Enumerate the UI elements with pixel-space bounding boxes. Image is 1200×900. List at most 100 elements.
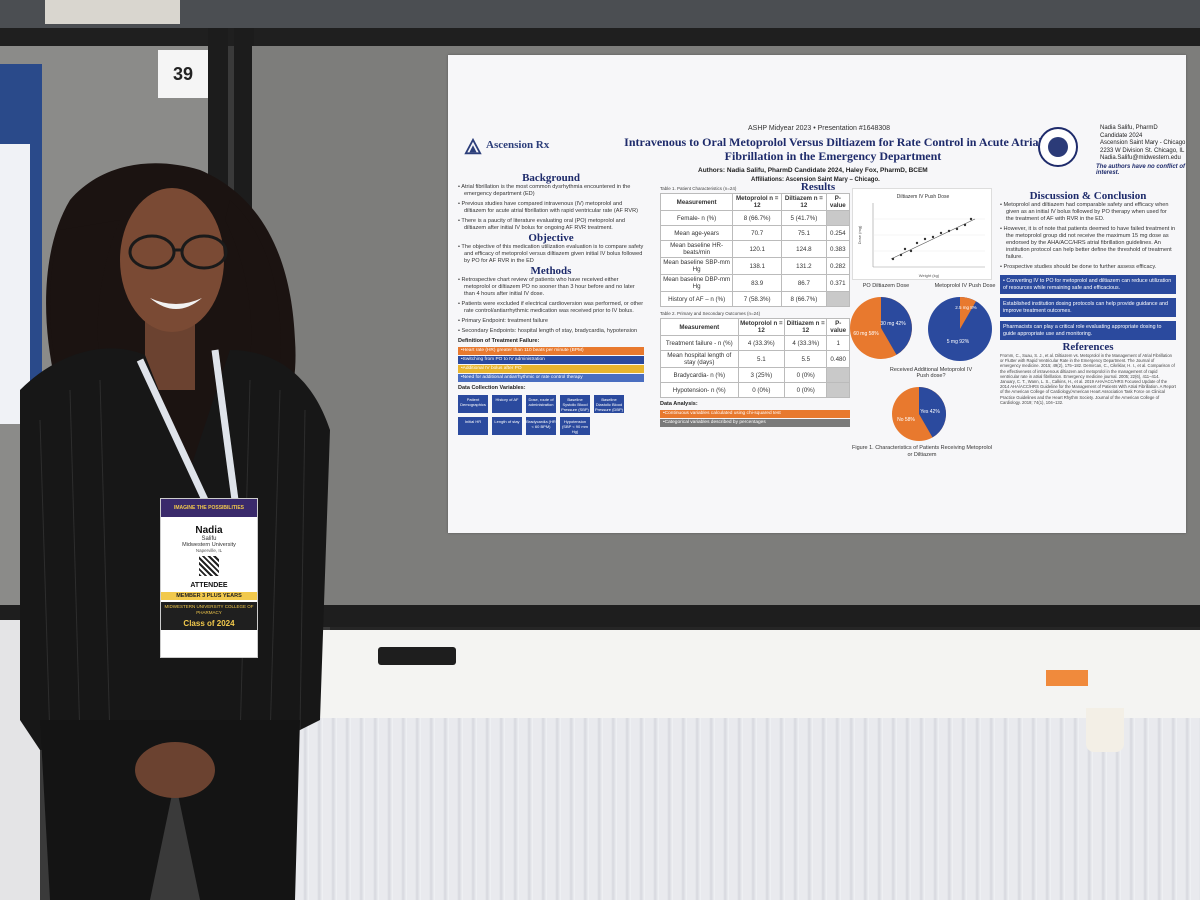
- badge-org: Midwestern University: [182, 542, 236, 548]
- hair-curls-right: [225, 200, 281, 400]
- table2-cell: 0 (0%): [784, 367, 828, 383]
- poster-right-column: Discussion & Conclusion • Metoprolol and…: [1000, 191, 1176, 405]
- figure-caption: Figure 1. Characteristics of Patients Re…: [852, 445, 993, 458]
- table1-cell: 70.7: [732, 225, 783, 241]
- table1-header-cell: Measurement: [659, 193, 734, 211]
- scatter-title: Diltiazem IV Push Dose: [897, 194, 950, 200]
- table1-header-cell: Diltiazem n = 12: [781, 193, 827, 211]
- display-frame-top: [0, 28, 1200, 46]
- poster-left-column: Background • Atrial fibrillation is the …: [458, 173, 644, 435]
- background-bullet: • Previous studies have compared intrave…: [458, 201, 638, 214]
- metoprolol-iv-pie: 2.5 mg 8% 5 mg 92%: [928, 297, 992, 361]
- po-diltiazem-pie: 30 mg 42% 60 mg 58%: [850, 297, 912, 359]
- table2-cell: 1: [826, 335, 850, 351]
- contact-line: Ascension Saint Mary - Chicago: [1100, 140, 1186, 146]
- table1-cell: 5 (41.7%): [781, 210, 827, 226]
- poster-authors: Authors: Nadia Salifu, PharmD Candidate …: [698, 167, 928, 174]
- table2-cell: [826, 382, 850, 398]
- additional-dose-pie: Yes 42% No 58%: [892, 386, 947, 441]
- paper-cup: [1086, 708, 1124, 752]
- objective-text: • The objective of this medication utili…: [458, 244, 644, 264]
- table1-cell: 7 (58.3%): [732, 291, 783, 307]
- qr-code-icon: [199, 556, 219, 576]
- table2-cell: Hypotension- n (%): [660, 382, 739, 398]
- references-text: Fromm, C., Suau, S. J., et al. Diltiazem…: [1000, 353, 1176, 405]
- table1-cell: History of AF – n (%): [659, 291, 734, 307]
- table1-cell: [825, 291, 851, 307]
- table1-row: Mean age-years 70.7 75.1 0.254: [659, 225, 851, 241]
- table1-cell: 0.254: [825, 225, 851, 241]
- treatment-failure-criterion: •Switching from PO to IV administration: [458, 356, 644, 364]
- pie3-label: No 58%: [897, 417, 915, 423]
- table2-header-cell: P-value: [826, 318, 850, 336]
- pie3-label: Yes 42%: [920, 409, 940, 415]
- poster-affiliations: Affiliations: Ascension Saint Mary – Chi…: [751, 177, 880, 183]
- pie2-slice-2-5mg: [960, 297, 976, 329]
- neighbor-poster: [0, 64, 42, 424]
- table2-cell: 4 (33.3%): [784, 335, 828, 351]
- board-number-sign: 39: [158, 50, 208, 98]
- table1-cell: 124.8: [781, 240, 827, 258]
- pie3-slice-yes: [919, 386, 947, 438]
- table2-cell: 5.1: [737, 350, 786, 368]
- table2-cell: 5.5: [784, 350, 828, 368]
- contact-line: 2233 W Division St. Chicago, IL: [1100, 147, 1185, 154]
- badge-surname: Salifu: [201, 536, 217, 542]
- table1-row: Mean baseline HR-beats/min 120.1 124.8 0.38…: [659, 240, 851, 258]
- scatter-point: [963, 223, 967, 227]
- objective-heading: Objective: [528, 232, 574, 244]
- table2-cell: 0.480: [826, 350, 850, 368]
- discussion-bullet: • However, it is of note that patients d…: [1000, 226, 1176, 260]
- table2-cell: 0 (0%): [784, 382, 828, 398]
- table-skirt: [295, 718, 1200, 900]
- poster-logo-text: Ascension Rx: [486, 139, 550, 151]
- table1-caption: Table 1. Patient Characteristics (n=24): [660, 186, 737, 191]
- scatter-point: [891, 257, 895, 261]
- table2-caption: Table 2. Primary and Secondary Outcomes …: [660, 311, 761, 316]
- data-collection-heading: Data Collection Variables:: [458, 385, 526, 391]
- pie1-label: 30 mg 42%: [880, 321, 906, 327]
- treatment-failure-criterion: •Need for additional antiarrhythmic or r…: [458, 374, 644, 382]
- table1-header-cell: Metoprolol n = 12: [732, 193, 783, 211]
- table1-cell: [825, 210, 851, 226]
- table2-cell: 3 (25%): [737, 367, 786, 383]
- table2-cell: 0 (0%): [737, 382, 786, 398]
- table1-cell: 131.2: [781, 257, 827, 275]
- data-collection-variable: Dose, route of administration: [526, 395, 556, 413]
- table1-cell: Mean baseline SBP-mm Hg: [659, 257, 734, 275]
- scatter-point: [923, 237, 927, 241]
- data-collection-variable: Bradycardia (HR < 60 BPM): [526, 417, 556, 435]
- pie1-label: 60 mg 58%: [853, 331, 879, 337]
- glasses-icon: [128, 234, 228, 270]
- pie1-title: PO Diltiazem Dose: [862, 283, 910, 289]
- discussion-bullet: • Metoprolol and diltiazem had comparabl…: [1000, 202, 1169, 222]
- table2-row: Hypotension- n (%) 0 (0%) 0 (0%): [660, 382, 850, 398]
- conflict-statement: The authors have no conflict of interest…: [1096, 164, 1186, 176]
- conclusion-box: Pharmacists can play a critical role eva…: [1000, 321, 1176, 340]
- table1-cell: 86.7: [781, 274, 827, 292]
- badge-member: MEMBER 3 PLUS YEARS: [161, 592, 257, 600]
- data-collection-variable: Baseline Diastolic Blood Pressure (DBP): [594, 395, 624, 413]
- table2-cell: [826, 367, 850, 383]
- university-seal-icon: [1038, 127, 1078, 167]
- scatter-point: [899, 253, 903, 257]
- phone: [378, 647, 456, 665]
- badge-class: Class of 2024: [161, 617, 257, 630]
- badge-school: MIDWESTERN UNIVERSITY COLLEGE OF PHARMAC…: [161, 602, 257, 617]
- table1-header-cell: P-value: [825, 193, 851, 211]
- table2-row: Bradycardia- n (%) 3 (25%) 0 (0%): [660, 367, 850, 383]
- data-collection-variable: Hypotension (SBP < 90 mm Hg): [560, 417, 590, 435]
- table1-cell: 138.1: [732, 257, 783, 275]
- methods-bullet: • Retrospective chart review of patients…: [458, 277, 635, 297]
- table1-row: Mean baseline SBP-mm Hg 138.1 131.2 0.282: [659, 257, 851, 275]
- table2-cell: Mean hospital length of stay (days): [660, 350, 739, 368]
- table1-cell: 8 (66.7%): [732, 210, 783, 226]
- sticky-note: [1046, 670, 1088, 686]
- table2-cell: Bradycardia- n (%): [660, 367, 739, 383]
- pie2-title: Metoprolol IV Push Dose: [934, 283, 996, 289]
- diltiazem-dose-scatter: Diltiazem IV Push Dose Weight (kg) Dose …: [852, 188, 992, 280]
- table1-cell: Mean baseline HR-beats/min: [659, 240, 734, 258]
- background-heading: Background: [522, 172, 580, 184]
- ascension-logo-icon: [464, 138, 482, 155]
- pie1-slice-30mg: [881, 297, 912, 355]
